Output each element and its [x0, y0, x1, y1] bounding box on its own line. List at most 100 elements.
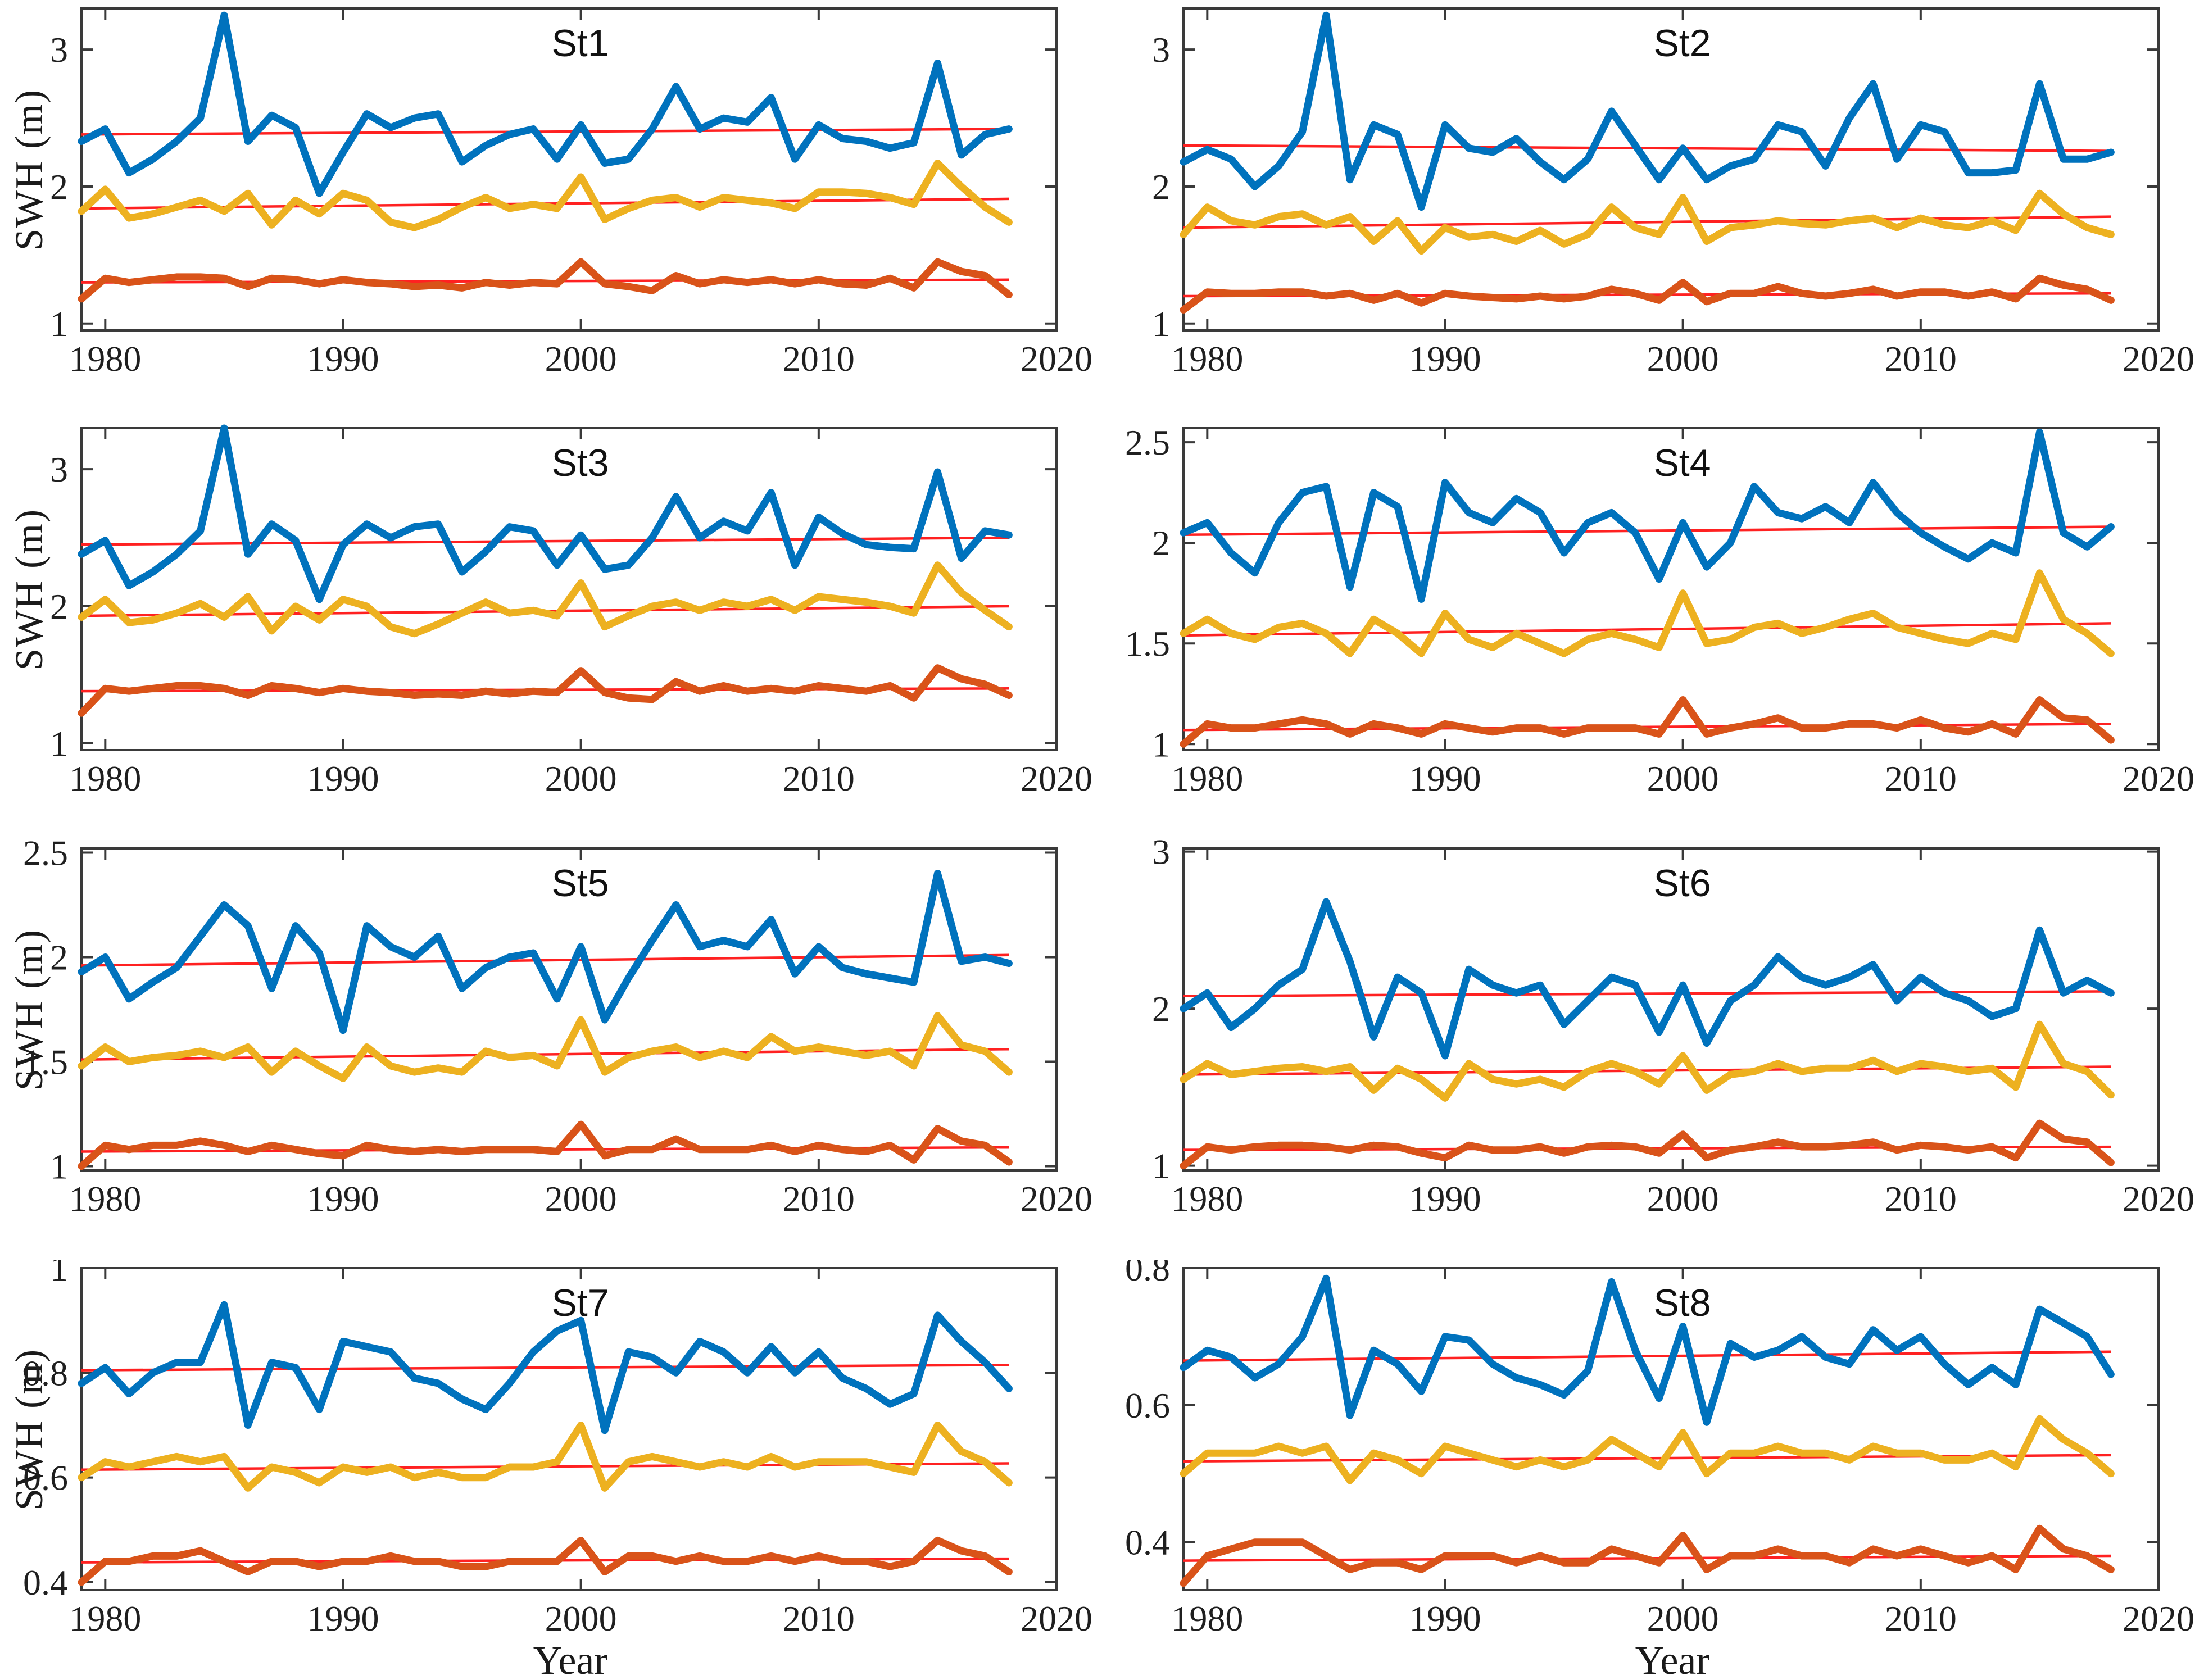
x-tick-label: 2010	[1885, 1599, 1957, 1638]
x-tick-label: 1990	[1409, 1179, 1481, 1219]
subplot-st6: 1980 1990 2000 2010 2020 1 2 3 St6	[1102, 840, 2204, 1260]
x-tick-label: 2010	[1885, 759, 1957, 798]
subplot-st8: 1980 1990 2000 2010 2020 0.4 0.6 0.8 St8 Year	[1102, 1260, 2204, 1680]
annual-90th-percentile-line	[78, 1422, 1013, 1492]
chart-st1: 1980 1990 2000 2010 2020 1 2 3 St1	[50, 7, 1092, 379]
y-tick-label: 1	[1152, 304, 1170, 344]
annual-90th-percentile-line	[1180, 1415, 2115, 1484]
y-tick-label: 0.4	[1125, 1523, 1170, 1563]
y-tick-label: 0.8	[23, 1353, 68, 1393]
trend-line-max	[1183, 144, 2111, 152]
x-tick-label: 2020	[2123, 1599, 2194, 1638]
chart-st7: 1980 1990 2000 2010 2020 0.4 0.6 0.8 1 St7	[23, 1260, 1092, 1638]
annual-mean-line	[78, 258, 1013, 303]
annual-90th-percentile-line	[1180, 1020, 2115, 1102]
subplot-title: St5	[551, 862, 609, 905]
subplot-title: St6	[1653, 862, 1711, 905]
x-axis-label: Year	[1635, 1638, 1710, 1680]
subplot-st5: SWH (m) 1980 1990 2000 2010 2020 1 1.5 2 2.5 St5	[0, 840, 1102, 1260]
subplot-st3: SWH (m) 1980 1990 2000 2010 2020 1 2 3 St3	[0, 420, 1102, 840]
annual-max-line	[78, 1301, 1013, 1434]
annual-90th-percentile-line	[78, 561, 1013, 638]
x-tick-label: 2000	[545, 339, 617, 379]
annual-max-line	[78, 11, 1013, 197]
trend-line-p90	[1183, 622, 2111, 637]
y-tick-label: 2	[50, 587, 68, 626]
x-tick-label: 1980	[1171, 759, 1243, 798]
trend-line-p90	[1183, 215, 2111, 229]
x-tick-label: 1990	[307, 759, 379, 798]
y-tick-label: 1	[50, 1260, 68, 1288]
plot-box	[80, 7, 1058, 332]
x-tick-label: 2020	[1021, 339, 1092, 379]
y-tick-label: 1	[50, 1147, 68, 1187]
y-tick-label: 2	[50, 937, 68, 977]
x-tick-label: 2010	[1885, 339, 1957, 379]
annual-max-line	[78, 870, 1013, 1034]
annual-mean-line	[78, 664, 1013, 717]
x-tick-label: 1990	[1409, 339, 1481, 379]
trend-line-max	[81, 128, 1009, 136]
x-tick-label: 2000	[545, 759, 617, 798]
x-tick-label: 2000	[1647, 1599, 1719, 1638]
trend-line-max	[81, 953, 1009, 967]
x-tick-label: 2020	[1021, 1599, 1092, 1638]
x-tick-label: 2010	[783, 1179, 855, 1219]
plot-box	[80, 427, 1058, 751]
annual-mean-line	[78, 1120, 1013, 1170]
y-tick-label: 1	[50, 724, 68, 764]
trend-line-max	[1183, 1350, 2111, 1362]
x-tick-label: 1990	[307, 1599, 379, 1638]
y-tick-label: 1.5	[23, 1042, 68, 1082]
annual-mean-line	[78, 1537, 1013, 1586]
annual-90th-percentile-line	[78, 160, 1013, 231]
subplot-title: St8	[1653, 1282, 1711, 1324]
x-tick-label: 2020	[2123, 339, 2194, 379]
y-tick-label: 0.8	[1125, 1260, 1170, 1288]
annual-mean-line	[1180, 1119, 2115, 1170]
y-tick-label: 0.4	[23, 1563, 68, 1602]
x-tick-label: 1980	[1171, 1179, 1243, 1219]
x-tick-label: 2010	[1885, 1179, 1957, 1219]
x-tick-label: 2000	[1647, 1179, 1719, 1219]
x-axis-label: Year	[533, 1638, 608, 1680]
subplot-st1: SWH (m) 1980 1990 2000 2010 2020 1 2 3 St1	[0, 0, 1102, 420]
x-tick-label: 2020	[2123, 759, 2194, 798]
x-tick-label: 2020	[2123, 1179, 2194, 1219]
x-tick-label: 1990	[1409, 1599, 1481, 1638]
y-tick-label: 3	[1152, 840, 1170, 872]
x-tick-label: 1980	[69, 1599, 141, 1638]
trend-line-max	[81, 1364, 1009, 1372]
annual-90th-percentile-line	[1180, 569, 2115, 657]
y-tick-label: 3	[50, 449, 68, 489]
annual-90th-percentile-line	[1180, 189, 2115, 255]
x-tick-label: 2000	[545, 1599, 617, 1638]
y-tick-label: 1	[1152, 1146, 1170, 1186]
annual-mean-line	[1180, 274, 2115, 314]
y-tick-label: 1.5	[1125, 624, 1170, 664]
x-tick-label: 2000	[1647, 339, 1719, 379]
x-tick-label: 1990	[307, 1179, 379, 1219]
y-tick-label: 0.6	[1125, 1386, 1170, 1425]
x-tick-label: 2020	[1021, 1179, 1092, 1219]
chart-st4: 1980 1990 2000 2010 2020 1 1.5 2 2.5 St4	[1125, 423, 2194, 798]
y-tick-label: 2	[1152, 167, 1170, 207]
x-tick-label: 1990	[1409, 759, 1481, 798]
annual-max-line	[1180, 1274, 2115, 1426]
annual-max-line	[1180, 428, 2115, 603]
x-tick-label: 2020	[1021, 759, 1092, 798]
subplot-title: St1	[551, 22, 609, 65]
plot-box	[1182, 1267, 2160, 1591]
x-tick-label: 2010	[783, 759, 855, 798]
y-tick-label: 2.5	[23, 840, 68, 873]
annual-90th-percentile-line	[78, 1012, 1013, 1082]
chart-st8: 1980 1990 2000 2010 2020 0.4 0.6 0.8 St8	[1125, 1260, 2194, 1638]
y-tick-label: 1	[1152, 724, 1170, 764]
y-tick-label: 3	[50, 30, 68, 70]
x-tick-label: 2010	[783, 1599, 855, 1638]
y-tick-label: 2	[50, 167, 68, 207]
y-tick-label: 2.5	[1125, 423, 1170, 462]
annual-mean-line	[1180, 1524, 2115, 1587]
x-tick-label: 1990	[307, 339, 379, 379]
